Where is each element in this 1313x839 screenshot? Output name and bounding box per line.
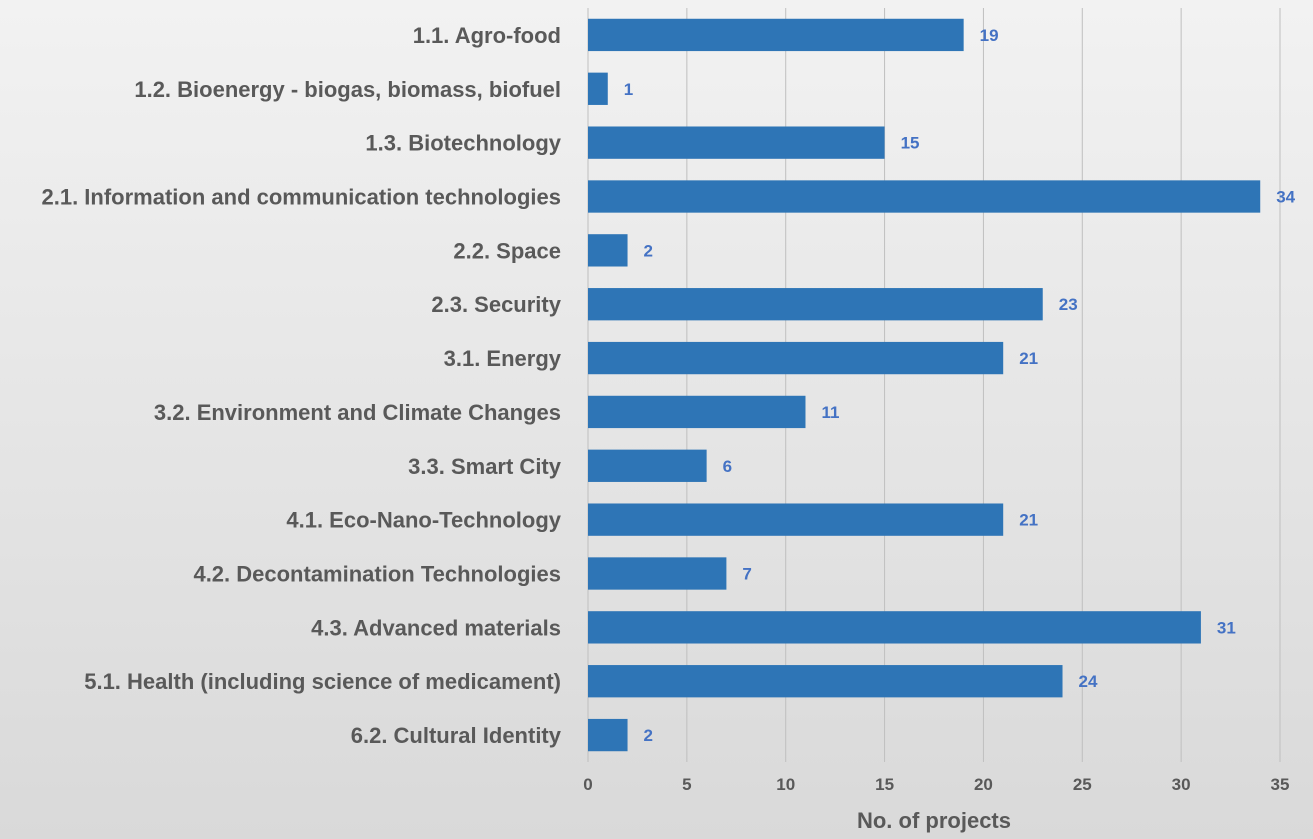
bar	[588, 611, 1201, 644]
x-tick-label: 20	[974, 775, 993, 794]
category-label: 4.3. Advanced materials	[311, 615, 561, 640]
x-tick-label: 5	[682, 775, 691, 794]
data-label: 6	[723, 457, 732, 476]
bar	[588, 126, 885, 159]
data-label: 15	[901, 134, 920, 153]
x-tick-label: 0	[583, 775, 592, 794]
category-label: 3.3. Smart City	[408, 454, 562, 479]
bar	[588, 449, 707, 482]
data-label: 2	[644, 726, 653, 745]
bar	[588, 665, 1063, 698]
bar	[588, 503, 1004, 536]
category-label: 4.2. Decontamination Technologies	[193, 562, 561, 587]
value-axis: 0 5 10 15 20 25 30 35	[583, 775, 1289, 794]
data-label: 2	[644, 241, 653, 260]
category-label: 1.1. Agro-food	[413, 23, 561, 48]
bar	[588, 395, 806, 429]
category-label: 3.2. Environment and Climate Changes	[154, 400, 561, 425]
category-label: 2.1. Information and communication techn…	[41, 185, 561, 210]
data-label: 23	[1059, 295, 1078, 314]
x-tick-label: 10	[776, 775, 795, 794]
bar	[588, 180, 1261, 213]
data-label: 11	[821, 403, 839, 422]
bars	[588, 18, 1261, 752]
bar	[588, 72, 608, 105]
data-label: 21	[1019, 349, 1038, 368]
data-label: 1	[624, 80, 633, 99]
category-label: 2.2. Space	[453, 238, 561, 263]
x-axis-title: No. of projects	[857, 808, 1011, 833]
x-tick-label: 35	[1271, 775, 1290, 794]
x-tick-label: 30	[1172, 775, 1191, 794]
data-label: 24	[1079, 672, 1098, 691]
bar	[588, 718, 628, 752]
category-label: 6.2. Cultural Identity	[351, 723, 562, 748]
data-label: 7	[742, 565, 751, 584]
data-label: 21	[1019, 511, 1038, 530]
category-label: 4.1. Eco-Nano-Technology	[286, 508, 561, 533]
category-label: 3.1. Energy	[444, 346, 562, 371]
bar	[588, 234, 628, 267]
data-label: 34	[1276, 188, 1295, 207]
category-axis: 1.1. Agro-food 1.2. Bioenergy - biogas, b…	[41, 23, 561, 748]
bar	[588, 18, 964, 52]
category-label: 1.2. Bioenergy - biogas, biomass, biofue…	[134, 77, 561, 102]
bar	[588, 341, 1004, 375]
bar	[588, 288, 1043, 321]
x-tick-label: 15	[875, 775, 894, 794]
gridlines	[587, 8, 1281, 762]
data-labels: 19 1 15 34 2 23 21 11 6 21 7 31 24 2	[624, 26, 1296, 745]
category-label: 5.1. Health (including science of medica…	[84, 669, 561, 694]
category-label: 1.3. Biotechnology	[365, 131, 561, 156]
category-label: 2.3. Security	[431, 292, 561, 317]
bar	[588, 557, 727, 590]
data-label: 19	[980, 26, 999, 45]
data-label: 31	[1217, 618, 1236, 637]
x-tick-label: 25	[1073, 775, 1092, 794]
